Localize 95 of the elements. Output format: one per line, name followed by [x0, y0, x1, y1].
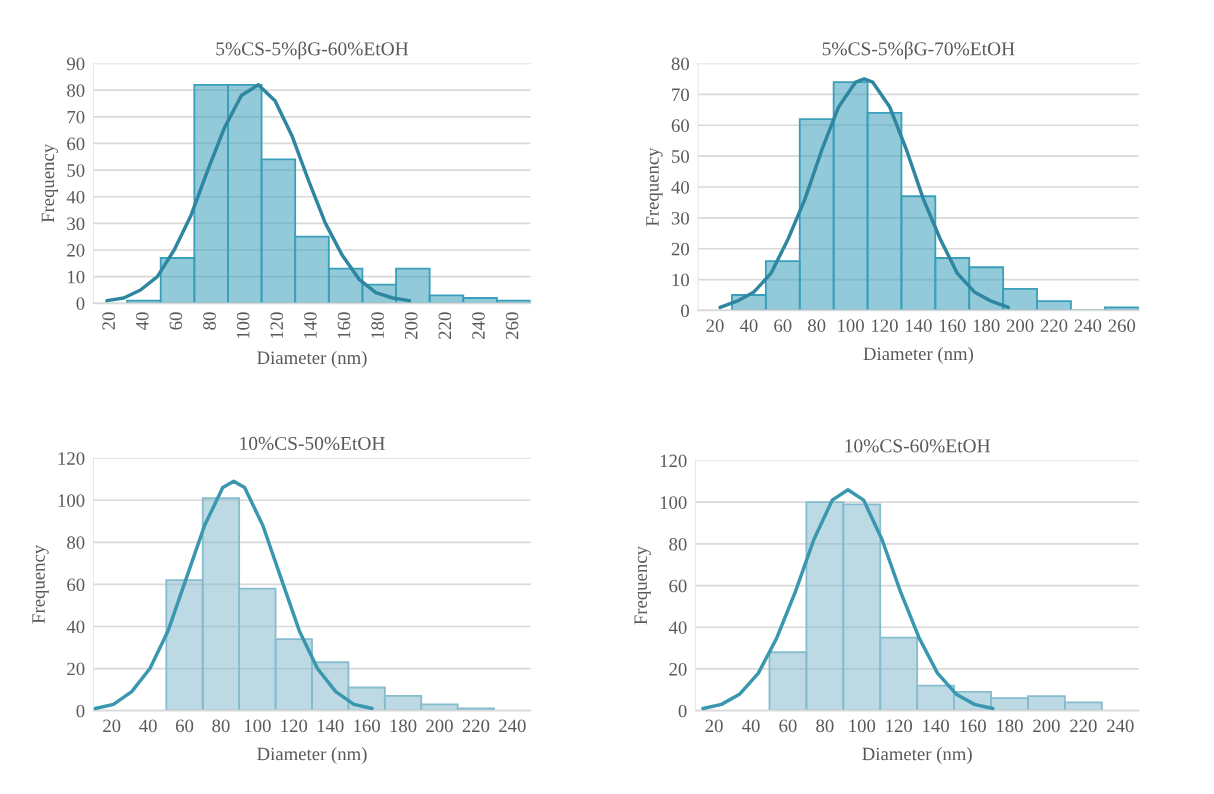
x-tick-label: 100 — [849, 719, 876, 733]
y-tick-label: 0 — [681, 304, 689, 318]
y-axis-title: Frequency — [646, 147, 663, 227]
x-tick-label: 220 — [462, 719, 490, 733]
x-tick-label: 220 — [1070, 719, 1097, 733]
y-tick-label: 100 — [660, 496, 687, 509]
x-tick-label: 220 — [1040, 319, 1068, 332]
y-tick-label: 20 — [67, 662, 85, 676]
x-tick-label: 140 — [317, 719, 344, 733]
x-tick-label: 120 — [886, 719, 913, 733]
y-tick-label: 10 — [672, 273, 689, 287]
x-tick-label: 200 — [1006, 319, 1034, 332]
y-tick-label: 40 — [668, 621, 687, 634]
x-tick-label: 100 — [838, 319, 864, 332]
y-axis-title: Frequency — [634, 546, 651, 625]
x-tick-label: 60 — [779, 719, 797, 733]
x-tick-label: 140 — [923, 719, 949, 733]
x-tick-label: 240 — [1107, 719, 1134, 733]
x-tick-label: 20 — [706, 319, 724, 332]
x-tick-label: 120 — [872, 319, 898, 332]
y-axis-title: Frequency — [41, 143, 59, 223]
y-tick-label: 70 — [67, 110, 85, 124]
y-tick-label: 10 — [68, 270, 85, 284]
y-tick-label: 40 — [66, 190, 85, 204]
y-tick-label: 120 — [660, 454, 687, 468]
x-tick-label: 80 — [203, 312, 216, 330]
x-tick-label: 240 — [1074, 319, 1102, 332]
x-tick-label: 260 — [505, 312, 519, 339]
x-tick-label: 240 — [499, 719, 526, 733]
x-tick-label: 100 — [236, 312, 250, 339]
y-tick-label: 0 — [76, 704, 85, 718]
y-tick-label: 40 — [66, 620, 85, 634]
x-tick-label: 180 — [371, 312, 384, 339]
chart-title: 10%CS-60%EtOH — [845, 439, 991, 453]
y-tick-label: 50 — [672, 150, 689, 163]
x-axis-title: Diameter (nm) — [862, 747, 972, 765]
x-axis-title: Diameter (nm) — [257, 350, 367, 368]
x-tick-label: 140 — [304, 312, 317, 339]
y-tick-label: 30 — [671, 211, 689, 225]
y-tick-label: 0 — [678, 704, 687, 718]
x-tick-label: 240 — [472, 312, 485, 339]
y-tick-label: 80 — [67, 84, 85, 97]
y-tick-label: 20 — [669, 662, 687, 676]
x-tick-label: 60 — [175, 719, 194, 733]
x-tick-label: 80 — [808, 319, 826, 332]
x-axis-title: Diameter (nm) — [863, 346, 974, 364]
x-tick-label: 100 — [244, 719, 271, 733]
y-tick-label: 60 — [67, 578, 85, 592]
x-tick-label: 60 — [169, 312, 183, 330]
y-tick-label: 60 — [669, 579, 687, 593]
x-tick-label: 260 — [1108, 319, 1136, 332]
y-tick-label: 60 — [671, 119, 689, 132]
x-tick-label: 80 — [816, 719, 834, 733]
chart-title: 5%CS-5%βG-60%EtOH — [216, 41, 409, 60]
x-tick-label: 20 — [103, 719, 121, 733]
y-tick-label: 80 — [671, 57, 689, 71]
y-tick-label: 60 — [67, 137, 85, 151]
x-tick-label: 160 — [337, 312, 351, 339]
y-tick-label: 20 — [671, 242, 689, 256]
x-tick-label: 200 — [1033, 719, 1060, 733]
x-tick-label: 180 — [997, 719, 1023, 733]
y-tick-label: 30 — [67, 217, 85, 231]
y-tick-label: 90 — [67, 57, 85, 71]
x-tick-label: 160 — [939, 319, 966, 332]
y-tick-label: 80 — [67, 536, 85, 549]
x-tick-label: 160 — [960, 719, 986, 733]
x-tick-label: 40 — [739, 319, 758, 332]
x-tick-label: 200 — [404, 312, 418, 339]
x-tick-label: 40 — [742, 719, 760, 733]
x-tick-label: 40 — [135, 312, 149, 331]
x-tick-label: 80 — [212, 719, 230, 733]
chart-title: 5%CS-5%βG-70%EtOH — [822, 41, 1015, 60]
y-tick-label: 120 — [58, 452, 85, 465]
y-tick-label: 100 — [58, 494, 85, 507]
y-tick-label: 20 — [67, 244, 85, 257]
x-tick-label: 180 — [390, 719, 417, 733]
y-tick-label: 50 — [67, 164, 85, 177]
x-tick-label: 120 — [281, 719, 308, 733]
y-tick-label: 0 — [76, 297, 85, 310]
x-tick-label: 120 — [270, 312, 284, 339]
y-tick-label: 80 — [669, 537, 687, 551]
y-tick-label: 40 — [671, 181, 689, 194]
x-tick-label: 220 — [438, 312, 452, 339]
x-tick-label: 160 — [354, 719, 380, 733]
x-tick-label: 20 — [102, 312, 115, 330]
x-axis-title: Diameter (nm) — [257, 747, 367, 765]
x-tick-label: 40 — [139, 719, 157, 733]
x-tick-label: 140 — [905, 319, 932, 332]
x-tick-label: 180 — [973, 319, 1000, 332]
y-axis-title: Frequency — [32, 544, 49, 624]
x-tick-label: 20 — [705, 719, 723, 733]
x-tick-label: 200 — [426, 719, 453, 733]
y-tick-label: 70 — [672, 88, 689, 102]
chart-title: 10%CS-50%EtOH — [240, 436, 385, 451]
x-tick-label: 60 — [774, 319, 792, 332]
